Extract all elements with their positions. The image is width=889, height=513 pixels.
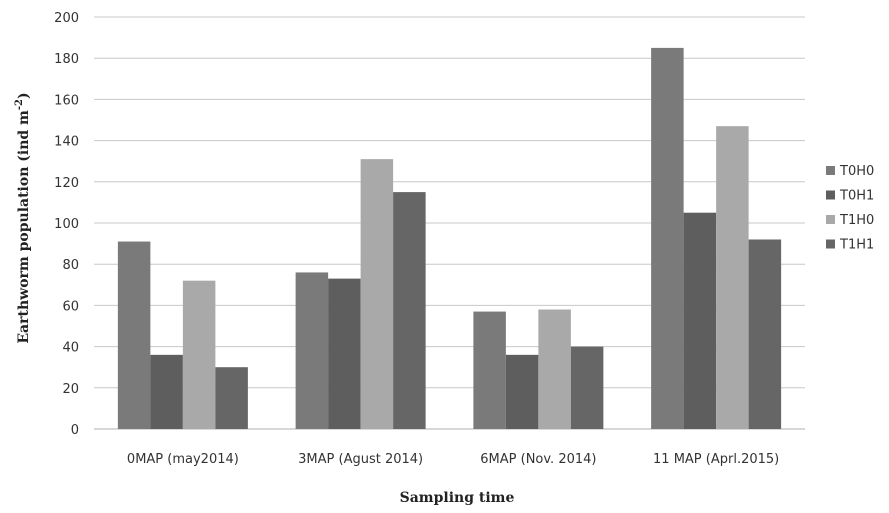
y-tick-label: 100 — [54, 217, 79, 232]
y-tick-label: 0 — [71, 423, 79, 438]
bar — [117, 241, 151, 429]
x-category-labels: 0MAP (may2014) 3MAP (Agust 2014) 6MAP (Nov… — [127, 452, 779, 467]
y-tick-label: 200 — [54, 11, 79, 26]
bar — [505, 354, 539, 429]
bar — [393, 192, 426, 429]
y-tick-label: 120 — [54, 176, 79, 191]
bar — [538, 309, 571, 429]
x-category-label: 0MAP (may2014) — [127, 452, 239, 467]
bar — [295, 272, 329, 429]
y-tick-label: 160 — [54, 93, 79, 108]
legend-swatch — [826, 239, 835, 249]
legend-label: T1H1 — [839, 238, 874, 253]
legend-swatch — [826, 215, 835, 224]
bar — [716, 126, 749, 430]
legend-label: T0H1 — [839, 189, 874, 204]
y-tick-label: 60 — [62, 299, 79, 314]
y-tick-label: 80 — [62, 258, 79, 273]
legend-label: T1H0 — [839, 213, 874, 228]
y-tick-label: 180 — [54, 52, 79, 67]
bar — [683, 212, 717, 429]
bar — [150, 354, 183, 429]
bar — [182, 280, 216, 429]
bars — [117, 47, 782, 430]
bar — [360, 159, 394, 429]
bar — [215, 367, 248, 429]
x-category-label: 3MAP (Agust 2014) — [298, 452, 423, 467]
bar — [473, 311, 506, 429]
bar — [748, 239, 782, 429]
x-category-label: 11 MAP (Aprl.2015) — [653, 452, 779, 467]
bar — [328, 278, 361, 429]
y-tick-label: 20 — [62, 382, 79, 397]
legend: T0H0 T0H1 T1H0 T1H1 — [826, 164, 874, 253]
bar — [570, 346, 604, 429]
y-tick-label: 40 — [62, 341, 79, 356]
legend-label: T0H0 — [839, 164, 874, 179]
legend-swatch — [826, 166, 835, 175]
bar — [651, 47, 684, 430]
y-tick-labels: 0 20 40 60 80 100 120 140 160 180 200 — [54, 11, 79, 438]
legend-swatch — [826, 190, 835, 200]
y-tick-label: 140 — [54, 135, 79, 150]
x-category-label: 6MAP (Nov. 2014) — [480, 452, 596, 467]
y-axis-title: Earthworm population (ind m-2) — [14, 92, 32, 343]
x-axis-title: Sampling time — [400, 490, 515, 506]
